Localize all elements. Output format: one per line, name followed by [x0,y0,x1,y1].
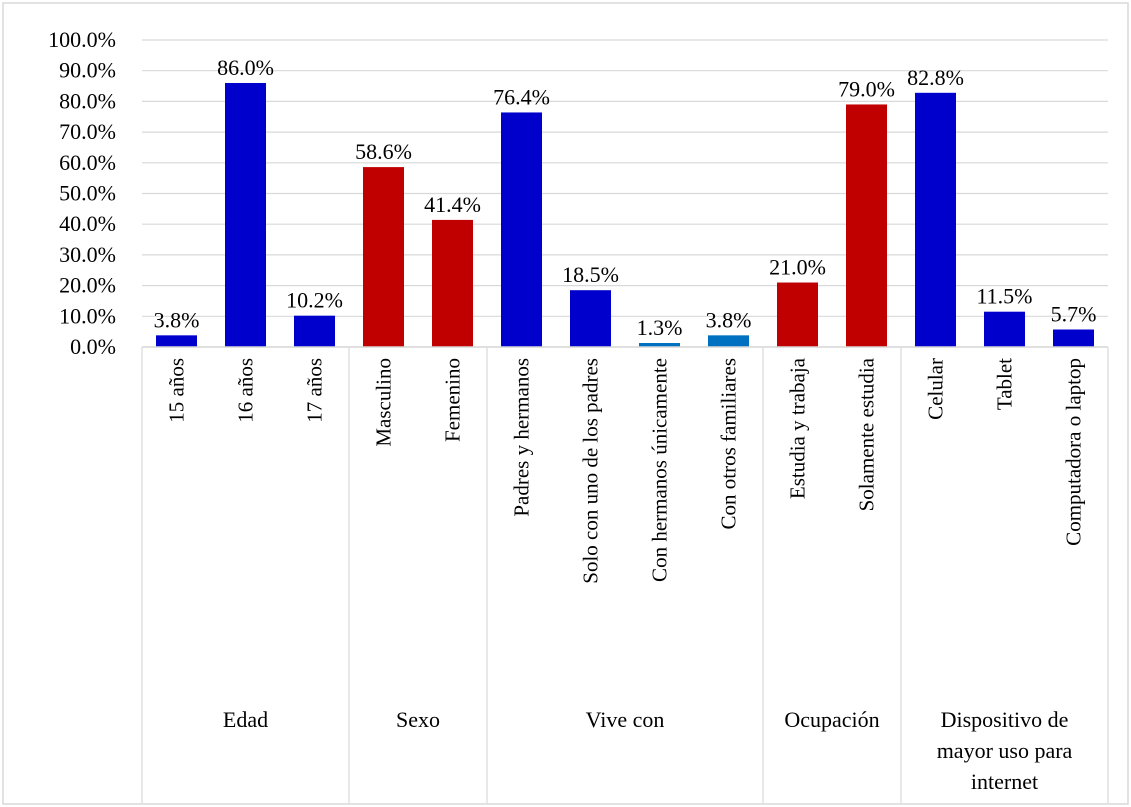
bar [984,311,1025,347]
bar [915,92,956,347]
y-tick-label: 90.0% [59,58,116,83]
y-tick-label: 70.0% [59,119,116,144]
category-label: Femenino [441,358,465,442]
category-label: 16 años [234,358,258,423]
category-label: Tablet [993,358,1017,410]
y-tick-label: 60.0% [59,150,116,175]
category-label: Solo con uno de los padres [579,358,603,584]
category-label: 15 años [165,358,189,423]
y-tick-label: 30.0% [59,242,116,267]
group-labels: Edad Sexo Vive con Ocupación Dispositivo de m… [223,707,1073,794]
data-label: 41.4% [424,192,481,217]
data-label: 21.0% [769,255,826,280]
data-label: 1.3% [637,315,683,340]
category-label: Celular [924,358,948,420]
category-label: Con hermanos únicamente [648,358,672,582]
category-label: 17 años [303,358,327,423]
data-label: 3.8% [706,307,752,332]
bars [156,82,1094,348]
data-label: 58.6% [355,139,412,164]
bar [363,167,404,347]
data-label: 10.2% [286,288,343,313]
bar [294,315,335,347]
group-separators [141,346,1109,803]
data-label: 5.7% [1051,302,1097,327]
category-label: Estudia y trabaja [786,357,810,499]
data-label: 76.4% [493,84,550,109]
y-tick-label: 50.0% [59,181,116,206]
y-tick-label: 40.0% [59,211,116,236]
bar [225,82,266,347]
category-label: Solamente estudia [855,357,879,511]
data-label: 3.8% [154,307,200,332]
category-label: Computadora o laptop [1062,358,1086,546]
data-label: 82.8% [907,65,964,90]
group-label: Edad [223,707,268,732]
category-label: Masculino [372,358,396,447]
y-axis-ticks: 0.0% 10.0% 20.0% 30.0% 40.0% 50.0% 60.0% 70.0% 8… [48,27,116,359]
y-tick-label: 0.0% [70,334,116,359]
category-label: Con otros familiares [717,358,741,529]
bar [432,219,473,347]
bar [501,112,542,348]
y-tick-label: 100.0% [48,27,116,52]
bar [708,335,749,347]
group-label: Ocupación [784,707,879,732]
bar [156,335,197,347]
data-labels: 3.8% 86.0% 10.2% 58.6% 41.4% 76.4% 18.5% 1.3% 3.… [154,55,1097,340]
bar [1053,329,1094,347]
bar [639,343,680,347]
y-tick-label: 10.0% [59,303,116,328]
group-label: Vive con [586,707,665,732]
y-tick-label: 20.0% [59,273,116,298]
y-tick-label: 80.0% [59,88,116,113]
data-label: 86.0% [217,55,274,80]
bar [570,290,611,347]
category-label: Padres y hermanos [510,358,534,517]
bar [846,104,887,347]
data-label: 79.0% [838,76,895,101]
bar [777,282,818,347]
category-labels: 15 años 16 años 17 años Masculino Femenino Pa… [165,357,1086,583]
data-label: 18.5% [562,262,619,287]
data-label: 11.5% [976,284,1032,309]
group-label: Sexo [396,707,440,732]
group-label: Dispositivo de mayor uso para internet [937,707,1073,794]
